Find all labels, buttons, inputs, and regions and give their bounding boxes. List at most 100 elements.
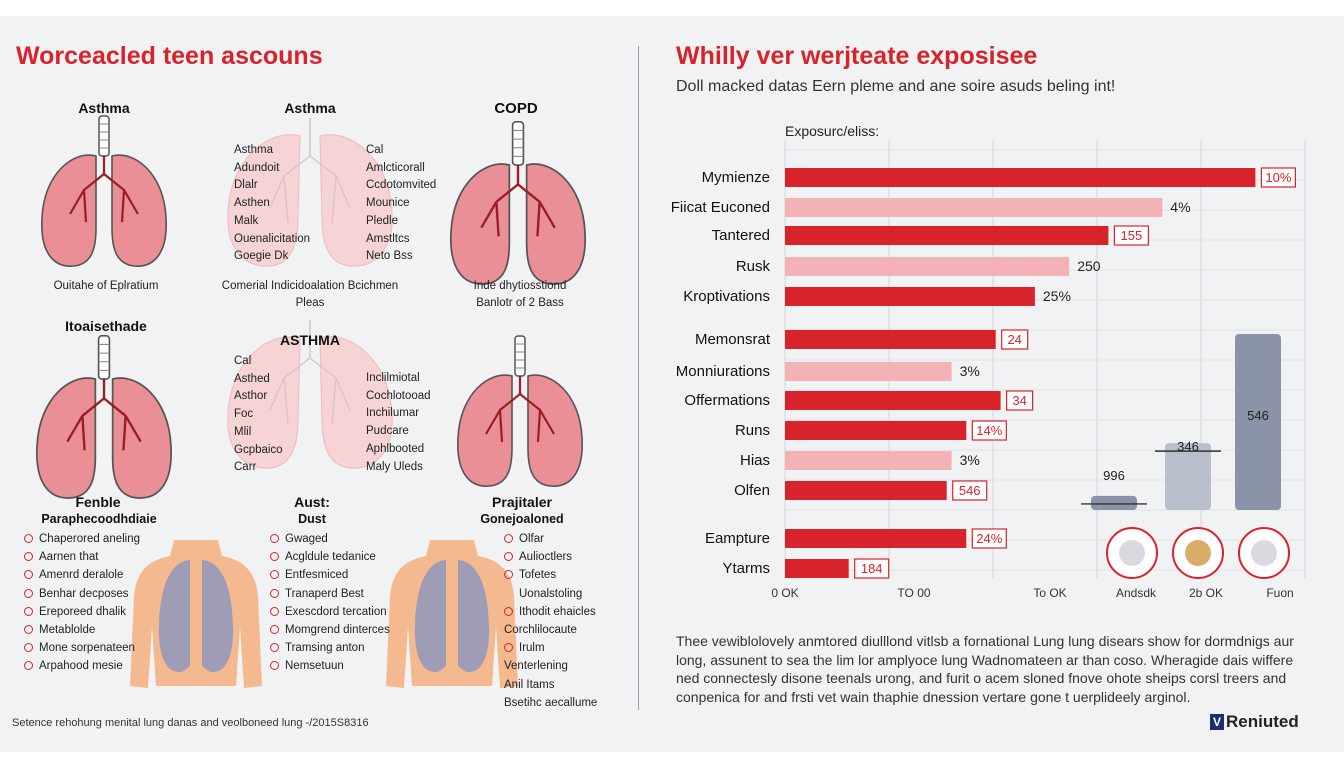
side-bar-label: 346 [1177,439,1199,454]
data-label: 14% [976,423,1002,438]
category-label: Kroptivations [683,288,770,305]
data-label-box [1006,390,1034,411]
badge-emblem-icon [1251,540,1277,566]
lung-icon [449,120,587,286]
lung-label: Maly Uleds [366,460,423,473]
list-heading: Paraphecoodhdiaie [41,512,157,526]
data-label: 3% [960,452,980,468]
bar [785,198,1163,217]
lung-label: Cal [366,144,384,156]
side-bar-label: 996 [1103,468,1125,483]
right-subtitle: Doll macked datas Eern pleme and ane soi… [676,78,1116,95]
x-tick-label: TO 00 [897,586,930,600]
bullet-icon [24,625,33,635]
bullet-icon [24,534,33,543]
data-label: 24 [1007,332,1021,347]
x-tick-label: Andsdk [1116,586,1157,600]
lung-label: Malk [234,214,259,227]
label-column: Inclilmiotal Cochlotooad Inchilumar Pudc… [366,370,431,476]
badge-emblem-icon [1119,540,1145,566]
chart-title: Exposurc/eliss: [785,123,879,139]
label-column: Cal Asthed Asthor Foc Mlil Gcpbaico Carr [234,353,283,477]
list-item: Benhar decposes [24,585,140,603]
lung-label: Asthed [234,372,270,385]
bullet-icon [270,534,279,543]
torso-icon [386,540,518,688]
bullet-icon [504,552,513,562]
lung-label: Carr [234,461,257,474]
lung-label: Amstltcs [366,232,410,245]
bullet-icon [270,661,279,671]
label-column: Cal Amlcticorall Ccdotomvited Mounice Pl… [366,142,436,266]
bullet-icon [504,570,513,580]
list-item: Nemsetuun [270,657,390,675]
list-heading: Dust [298,512,326,526]
category-label: Runs [735,422,770,439]
data-label: 24% [976,531,1002,546]
exposure-bar-chart: Exposurc/eliss: Mymienze 10% Fiicat Euconed… [671,123,1306,600]
lung-label: Aphlbooted [366,442,425,455]
panel-caption: Ouitahe of Eplratium [53,280,159,292]
bar [785,481,947,500]
category-label: Fiicat Euconed [671,199,770,216]
list-item: Mone sorpenateen [24,639,140,657]
explanatory-note: Thee vewiblolovely anmtored diulllond vi… [676,633,1294,705]
data-label-box [1001,329,1029,350]
list-item: Gwaged [270,530,390,548]
category-label: Monniurations [676,363,770,380]
category-label: Mymienze [702,169,770,186]
list-item: Tranaperd Best [270,585,390,603]
category-label: Olfen [734,482,770,499]
category-label: Eampture [705,530,770,547]
side-bar [1091,495,1137,510]
badge-emblem-icon [1185,540,1211,566]
x-tick-label: Fuon [1266,586,1293,600]
bullet-icon [24,643,33,653]
list-item: Uonalstoling [519,587,583,600]
bullet-icon [504,534,513,543]
bullet-icon [504,643,513,653]
bullet-icon [504,606,513,616]
list-item: Ithodit ehaicles [504,603,597,621]
lung-label: Inchilumar [366,407,420,420]
list-item: Entfesmiced [270,566,390,584]
bar [785,287,1035,306]
category-label: Rusk [736,258,771,275]
list-item: Tramsing anton [270,639,390,657]
data-label: 184 [861,561,883,576]
lung-label: Amlcticorall [366,161,425,174]
data-label: 250 [1077,258,1101,274]
list-item: Irulm [504,639,597,657]
x-tick-label: 2b OK [1189,586,1223,600]
lung-label: Neto Bss [366,250,413,263]
bar [785,330,996,349]
list-item: Bsetihc aecallume [504,696,598,709]
bullet-icon [24,606,33,616]
panel-caption: Comerial Indicidoalation Bcichmen Pleas [221,280,399,309]
data-label: 3% [960,363,980,379]
list-item: Amenrd deralole [24,566,140,584]
lung-label: Asthma [234,144,273,156]
panel-caption: Inde dhytiosstiond Banlotr of 2 Bass [473,280,567,309]
bullet-icon [270,588,279,598]
bar [785,168,1256,187]
panel-title: Asthma [284,100,336,116]
label-column: Asthma Adundoit Dlalr Asthen Malk Ouenal… [234,142,310,266]
list-item: Anil Itams [504,678,555,691]
side-bar [1235,334,1281,510]
lung-label: Cochlotooad [366,389,431,402]
lung-icon [40,114,168,268]
bullet-icon [270,625,279,635]
bullet-icon [270,643,279,653]
list-item: Acgldule tedanice [270,548,390,566]
bar [785,421,967,440]
left-title: Worceacled teen ascouns [16,42,323,70]
data-label: 10% [1265,170,1291,185]
lung-label: Cal [234,355,252,367]
lung-label: Gcpbaico [234,443,283,456]
data-label-box [971,528,1007,549]
category-label: Ytarms [722,560,770,577]
lung-icon [35,334,173,500]
x-tick-label: To OK [1033,586,1066,600]
list-item: Metablolde [24,621,140,639]
